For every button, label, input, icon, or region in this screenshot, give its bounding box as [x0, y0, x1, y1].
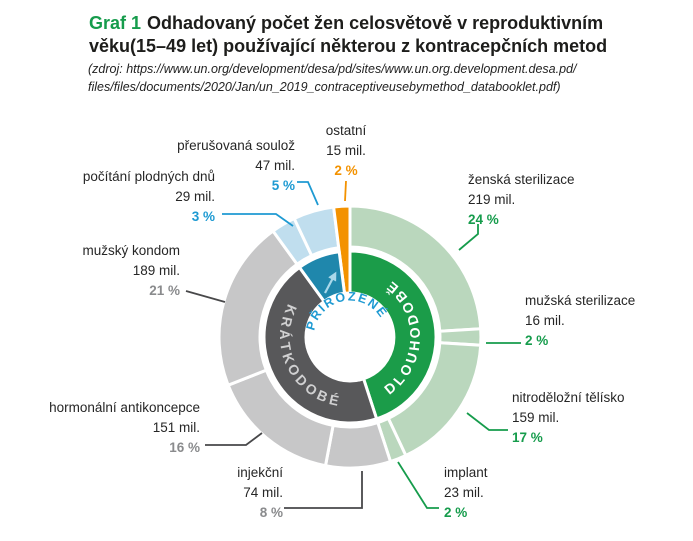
segment-amount: 151 mil. — [152, 420, 200, 435]
ring-long — [348, 249, 438, 421]
segment-percent: 16 % — [169, 440, 200, 455]
segment-amount: 159 mil. — [512, 410, 560, 425]
chart-title: Graf 1 Odhadovaný počet žen celosvětově v… — [89, 12, 669, 57]
segment-amount: 189 mil. — [132, 263, 180, 278]
segment-percent: 24 % — [468, 212, 499, 227]
segment-percent: 17 % — [512, 430, 543, 445]
leader-line-muzsky-kondom — [185, 290, 226, 303]
segment-label: hormonální antikoncepce — [49, 400, 200, 415]
callout-hormonalni-antikoncepce: hormonální antikoncepce 151 mil. 16 % — [49, 398, 200, 458]
segment-label: počítání plodných dnů — [82, 169, 215, 184]
segment-percent: 2 % — [444, 505, 468, 520]
segment-amount: 15 mil. — [326, 143, 366, 158]
leader-line-nitrodelozni-telisko — [466, 412, 508, 431]
segment-percent: 8 % — [259, 505, 283, 520]
ring-short — [262, 265, 379, 425]
donut-outer-ring — [217, 204, 483, 470]
segment-amount: 47 mil. — [255, 158, 295, 173]
segment-amount: 29 mil. — [175, 189, 215, 204]
segment-injekční — [323, 420, 393, 470]
callout-prerusovana-souloz: přerušovaná soulož 47 mil. 5 % — [177, 136, 295, 196]
segment-amount: 23 mil. — [444, 485, 484, 500]
segment-label: ženská sterilizace — [468, 172, 575, 187]
segment-amount: 219 mil. — [468, 192, 516, 207]
callout-pocitani-plodnych-dnu: počítání plodných dnů 29 mil. 3 % — [83, 167, 215, 227]
segment-label: mužský kondom — [82, 243, 180, 258]
donut-inner-ring — [262, 249, 438, 425]
callout-ostatni: ostatní 15 mil. 2 % — [286, 121, 406, 181]
segment-percent: 5 % — [271, 178, 295, 193]
leader-line-implant — [397, 461, 439, 509]
chart-title-prefix: Graf 1 — [89, 13, 142, 33]
callout-nitrodelozni-telisko: nitroděložní tělísko 159 mil. 17 % — [512, 388, 625, 448]
leader-line-injekcni — [284, 471, 363, 509]
segment-label: mužská sterilizace — [525, 293, 636, 308]
chart-source-line2: files/files/documents/2020/Jan/un_2019_c… — [88, 80, 561, 94]
segment-percent: 2 % — [525, 333, 549, 348]
chart-source: (zdroj: https://www.un.org/development/d… — [88, 60, 678, 96]
ring-natural — [297, 250, 347, 304]
leader-line-hormonalni-antikoncepce — [205, 432, 263, 446]
segment-label: nitroděložní tělísko — [512, 390, 625, 405]
natural-pointer-arrow-icon — [324, 271, 337, 294]
chart-source-line1: (zdroj: https://www.un.org/development/d… — [88, 62, 577, 76]
callout-muzska-sterilizace: mužská sterilizace 16 mil. 2 % — [525, 291, 635, 351]
callout-injekcni: injekční 74 mil. 8 % — [237, 463, 283, 523]
leader-line-ostatni — [344, 180, 347, 202]
leader-line-pocitani-plodnych-dnu — [222, 213, 294, 227]
leader-line-prerusovana-souloz — [297, 181, 319, 206]
leader-line-zenska-sterilizace — [458, 224, 479, 251]
segment-label: injekční — [237, 465, 283, 480]
segment-amount: 16 mil. — [525, 313, 565, 328]
chart-title-line1: Odhadovaný počet žen celosvětově v repro… — [147, 13, 604, 33]
segment-percent: 21 % — [149, 283, 180, 298]
segment-percent: 2 % — [334, 163, 358, 178]
callout-implant: implant 23 mil. 2 % — [444, 463, 488, 523]
callout-muzsky-kondom: mužský kondom 189 mil. 21 % — [82, 241, 180, 301]
chart-title-line2: věku(15–49 let) používající některou z k… — [89, 35, 608, 56]
segment-percent: 3 % — [191, 209, 215, 224]
segment-label: přerušovaná soulož — [177, 138, 295, 153]
segment-label: ostatní — [325, 123, 367, 138]
segment-amount: 74 mil. — [243, 485, 283, 500]
leader-lines — [185, 180, 521, 509]
callout-zenska-sterilizace: ženská sterilizace 219 mil. 24 % — [468, 170, 575, 230]
segment-label: implant — [444, 465, 488, 480]
